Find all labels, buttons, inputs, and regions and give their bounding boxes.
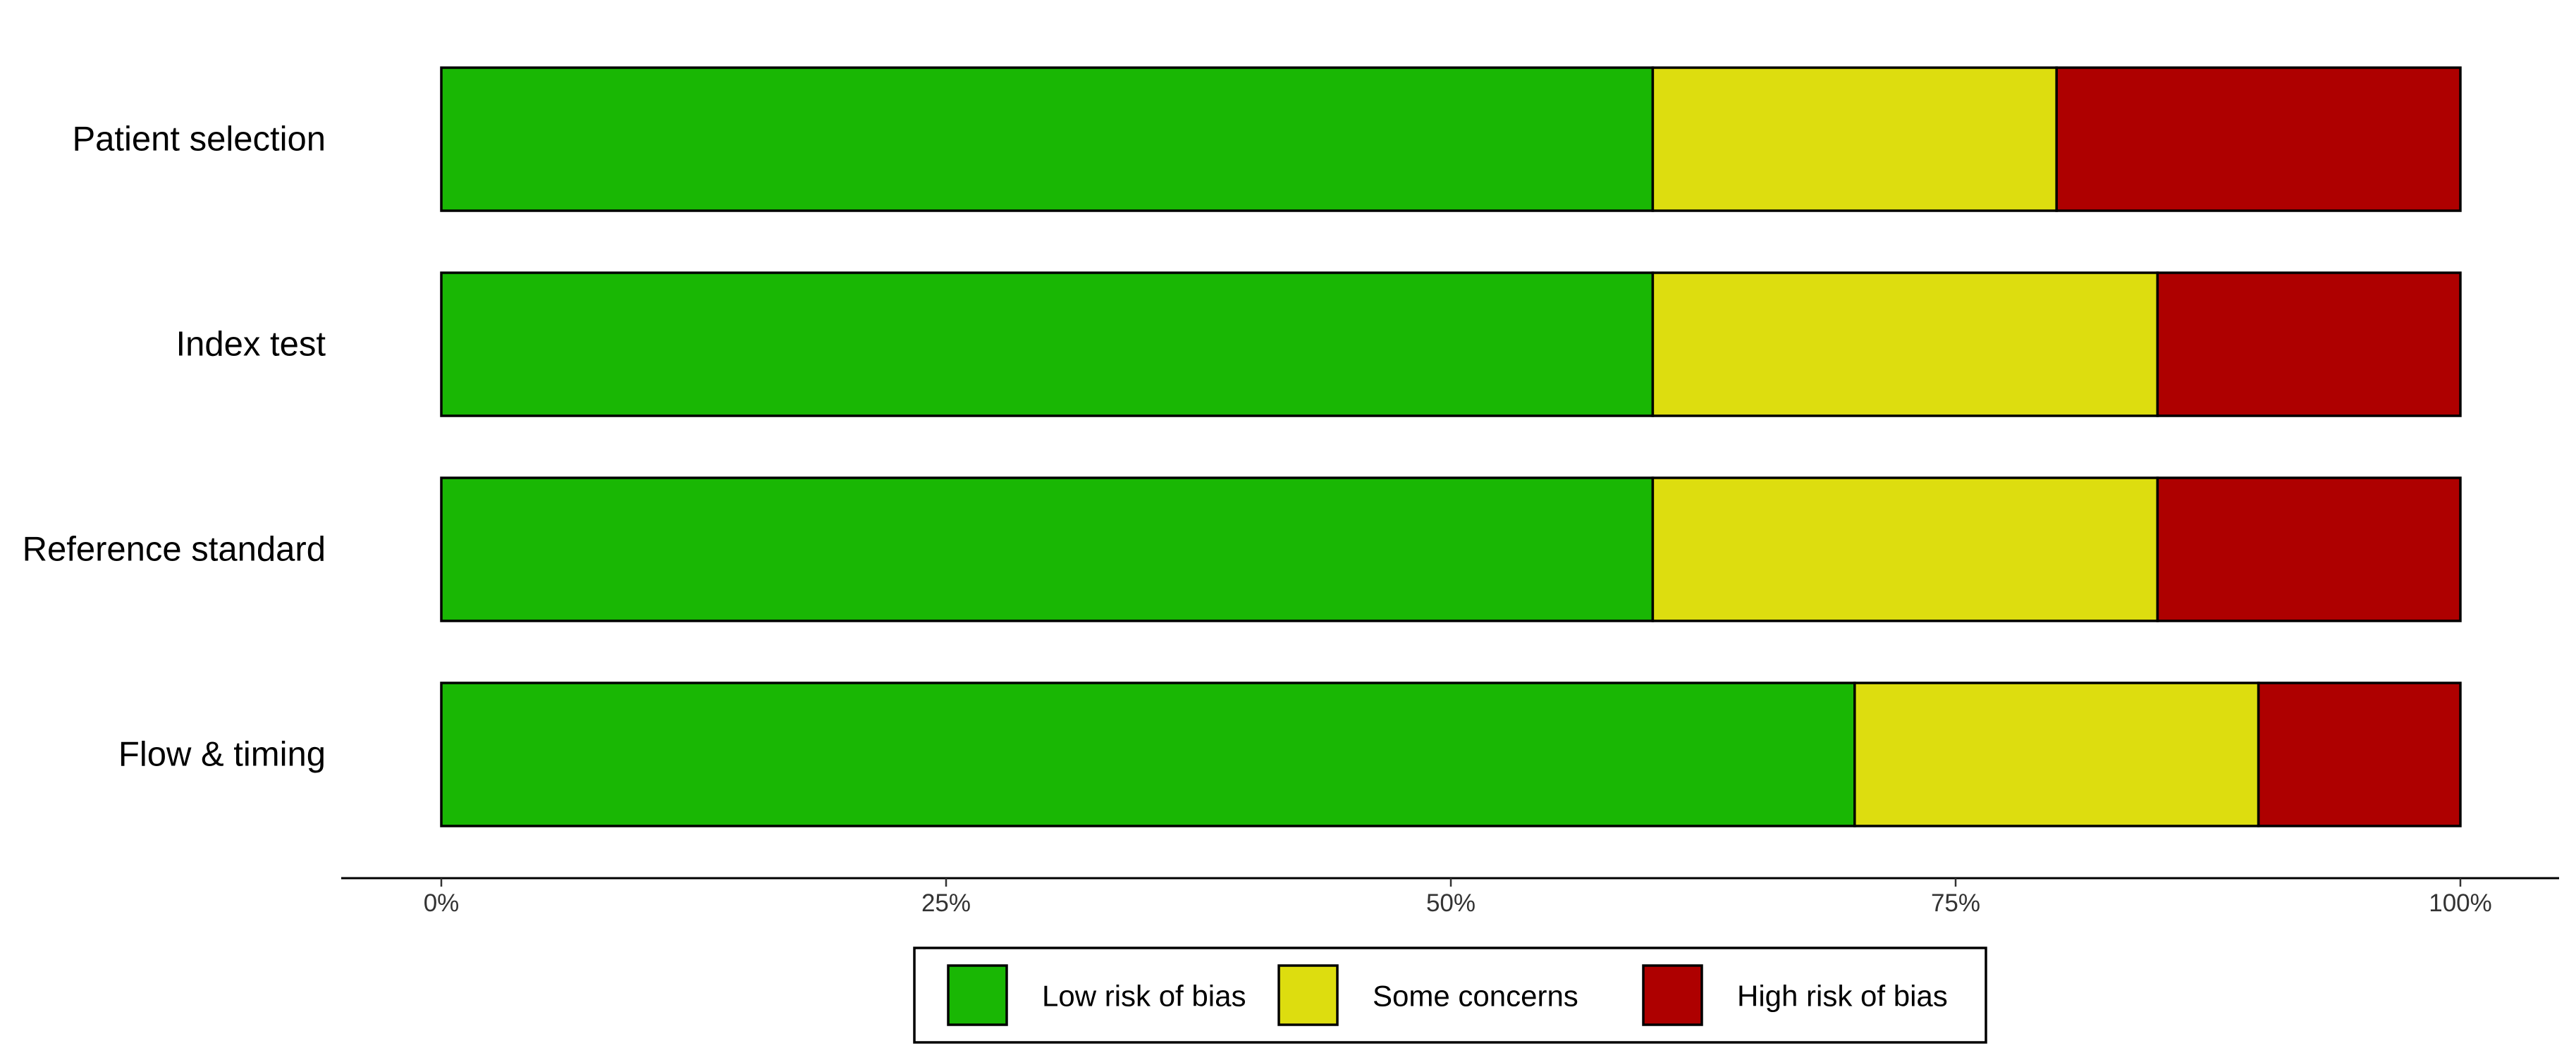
category-label-patient-selection: Patient selection: [72, 121, 326, 159]
legend-box: [913, 947, 1987, 1044]
legend-label-some-concerns: Some concerns: [1373, 980, 1578, 1013]
x-axis: 0% 25% 50% 75% 100%: [341, 877, 2559, 917]
x-tick-label-100: 100%: [2429, 889, 2492, 917]
legend-label-low-risk-of-bias: Low risk of bias: [1042, 980, 1246, 1013]
x-tick-label-0: 0%: [424, 889, 460, 917]
legend-swatch-some-concerns: [1277, 964, 1339, 1026]
category-label-reference-standard: Reference standard: [23, 531, 326, 569]
bar-reference-standard-some-concerns: [1651, 476, 2159, 622]
legend: Low risk of bias Some concerns High risk o…: [913, 947, 1987, 1044]
bar-reference-standard-low-risk-of-bias: [440, 476, 1655, 622]
bar-reference-standard-high-risk-of-bias: [2156, 476, 2462, 622]
x-tick-label-50: 50%: [1426, 889, 1476, 917]
legend-swatch-high-risk-of-bias: [1642, 964, 1703, 1026]
bar-patient-selection-low-risk-of-bias: [440, 66, 1655, 212]
category-labels: Patient selection Index test Reference sta…: [23, 121, 326, 774]
bar-flow-and-timing-some-concerns: [1853, 682, 2260, 827]
bar-index-test-low-risk-of-bias: [440, 271, 1655, 417]
bar-index-test-high-risk-of-bias: [2156, 271, 2462, 417]
bar-flow-and-timing-high-risk-of-bias: [2257, 682, 2462, 827]
legend-label-high-risk-of-bias: High risk of bias: [1737, 980, 1948, 1013]
category-label-index-test: Index test: [176, 326, 326, 364]
x-tick-label-25: 25%: [921, 889, 971, 917]
x-tick-label-75: 75%: [1931, 889, 1980, 917]
bar-index-test-some-concerns: [1651, 271, 2159, 417]
bar-flow-and-timing-low-risk-of-bias: [440, 682, 1856, 827]
bars-group: [440, 66, 2462, 827]
legend-swatch-low-risk-of-bias: [947, 964, 1008, 1026]
bar-patient-selection-high-risk-of-bias: [2055, 66, 2462, 212]
bar-patient-selection-some-concerns: [1651, 66, 2058, 212]
category-label-flow-and-timing: Flow & timing: [118, 736, 326, 774]
